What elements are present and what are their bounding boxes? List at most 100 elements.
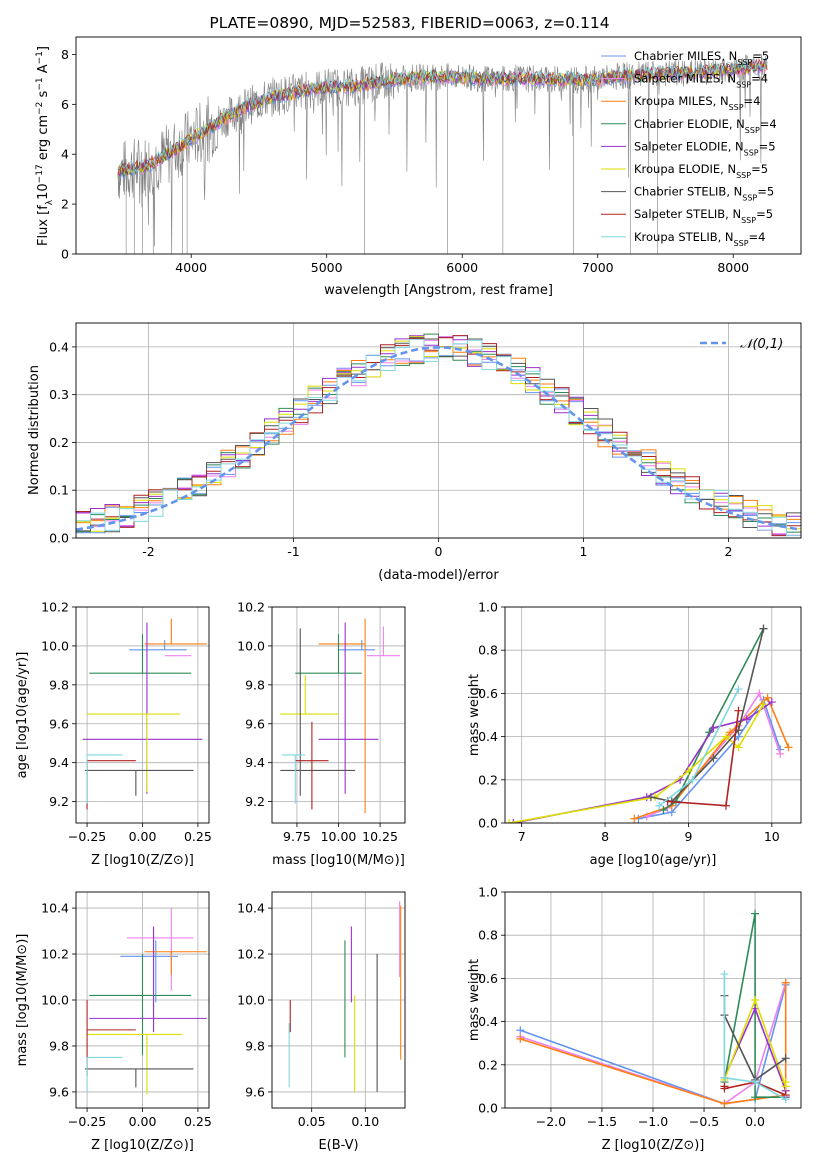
figure-title: PLATE=0890, MJD=52583, FIBERID=0063, z=0…: [209, 14, 609, 32]
legend-entry: Kroupa ELODIE, NSSP=5: [634, 162, 768, 180]
legend-entry: 𝒩(0,1): [740, 337, 783, 352]
y-tick-label: 1.0: [478, 600, 498, 615]
y-tick-label: 2: [61, 197, 69, 212]
y-tick-label: 9.2: [245, 794, 265, 809]
y-tick-label: 8: [61, 47, 69, 62]
data-point: [759, 624, 768, 633]
y-tick-label: 0.6: [478, 686, 498, 701]
data-point: [721, 732, 730, 741]
x-axis-label: wavelength [Angstrom, rest frame]: [324, 283, 553, 298]
y-tick-label: 0.1: [49, 483, 69, 498]
x-tick-label: -1: [287, 544, 299, 559]
data-point: [655, 801, 664, 810]
series-line: [513, 701, 773, 823]
data-point: [784, 743, 793, 752]
y-tick-label: 0.8: [478, 928, 498, 943]
line-group: [505, 624, 793, 823]
legend-entry: Salpeter ELODIE, NSSP=5: [634, 139, 776, 157]
x-tick-label: 0.10: [351, 1114, 379, 1129]
x-tick-label: 6000: [446, 260, 478, 275]
y-tick-label: 9.8: [49, 677, 69, 692]
x-tick-label: 8: [601, 829, 609, 844]
y-axis-label: age [log10(age/yr)]: [15, 652, 30, 779]
data-point: [767, 698, 776, 707]
x-axis-label: mass [log10(M/M⊙)]: [272, 853, 405, 868]
y-axis-label: mass [log10(M/M⊙)]: [15, 934, 30, 1067]
y-axis-label: Normed distribution: [27, 365, 42, 495]
data-point: [720, 1073, 729, 1082]
y-tick-label: 9.6: [49, 1084, 69, 1099]
data-point: [751, 1078, 760, 1087]
y-tick-label: 0.6: [478, 971, 498, 986]
y-tick-label: 9.6: [245, 716, 265, 731]
data-point: [781, 1054, 790, 1063]
x-axis-label: Z [log10(Z/Z⊙)]: [91, 853, 194, 868]
data-point: [726, 728, 735, 737]
y-axis-label: mass weight: [467, 674, 482, 756]
data-point: [759, 700, 768, 709]
y-tick-label: 10.2: [237, 600, 265, 615]
x-tick-label: 0.05: [298, 1114, 326, 1129]
histogram-step: [76, 338, 801, 538]
x-tick-label: −1.5: [587, 1114, 617, 1129]
data-point: [776, 749, 785, 758]
y-tick-label: 9.6: [245, 1084, 265, 1099]
y-tick-label: 10.2: [41, 947, 69, 962]
legend-entry: Chabrier STELIB, NSSP=5: [634, 185, 774, 203]
x-tick-label: 0: [435, 544, 443, 559]
y-tick-label: 9.8: [245, 1038, 265, 1053]
y-tick-label: 0.0: [49, 531, 69, 546]
x-tick-label: −2.0: [536, 1114, 566, 1129]
y-tick-label: 6: [61, 97, 69, 112]
y-tick-label: 9.8: [49, 1038, 69, 1053]
x-tick-label: 10.25: [362, 829, 398, 844]
data-point: [751, 1093, 760, 1102]
y-tick-label: 0: [61, 247, 69, 262]
axes-frame: [504, 606, 802, 824]
y-tick-label: 1.0: [478, 885, 498, 900]
line-group: [516, 909, 790, 1108]
y-tick-label: 0.8: [478, 643, 498, 658]
data-point: [684, 767, 693, 776]
x-axis-label: Z [log10(Z/Z⊙)]: [602, 1138, 705, 1153]
axes-frame: [75, 36, 802, 255]
model-spectrum-line: [117, 57, 768, 173]
y-tick-label: 4: [61, 147, 69, 162]
data-point: [755, 689, 764, 698]
data-point: [734, 706, 743, 715]
y-tick-label: 0.4: [49, 339, 69, 354]
data-point: [509, 819, 518, 823]
x-tick-label: 2: [725, 544, 733, 559]
data-point: [742, 715, 751, 724]
y-tick-label: 0.0: [478, 816, 498, 831]
x-tick-label: 10: [764, 829, 780, 844]
y-tick-label: 0.2: [49, 435, 69, 450]
series-line: [723, 974, 787, 1101]
data-point: [709, 723, 718, 732]
series-line: [509, 703, 765, 823]
y-tick-label: 9.8: [245, 677, 265, 692]
x-tick-label: 0.25: [184, 1114, 212, 1129]
x-tick-label: 4000: [175, 260, 207, 275]
series-line: [520, 982, 787, 1105]
x-tick-label: 9.75: [283, 829, 311, 844]
x-tick-label: 0.00: [129, 1114, 157, 1129]
y-tick-label: 10.0: [41, 993, 69, 1008]
y-tick-label: 10.0: [237, 993, 265, 1008]
y-tick-label: 10.2: [41, 600, 69, 615]
x-tick-label: 10.00: [321, 829, 357, 844]
errorbar-group: [82, 618, 207, 810]
y-tick-label: 10.0: [41, 638, 69, 653]
legend-entry: Chabrier ELODIE, NSSP=4: [634, 117, 777, 135]
data-point: [781, 1095, 790, 1104]
legend-entry: Salpeter STELIB, NSSP=5: [634, 207, 773, 225]
data-point: [763, 693, 772, 702]
x-tick-label: 9: [684, 829, 692, 844]
data-point: [505, 819, 514, 823]
errorbar-group: [84, 908, 207, 1095]
y-tick-label: 9.6: [49, 716, 69, 731]
y-tick-label: 10.4: [237, 901, 265, 916]
data-point: [781, 978, 790, 987]
x-tick-label: 7000: [582, 260, 614, 275]
